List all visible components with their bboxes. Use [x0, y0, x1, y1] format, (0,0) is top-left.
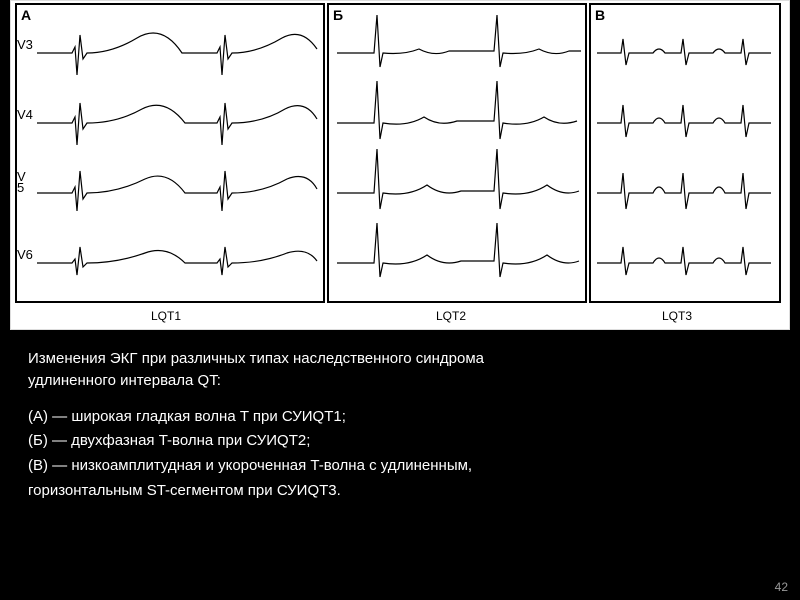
- panel-row: А V3 V4 V5 V6: [11, 1, 789, 305]
- title-line2: удлиненного интервала QT:: [28, 370, 772, 392]
- panel-c-label: В: [595, 7, 605, 23]
- caption-lqt3: LQT3: [581, 309, 773, 323]
- caption-lqt1: LQT1: [11, 309, 321, 323]
- lead-v3: V3: [17, 37, 33, 52]
- caption-lqt2: LQT2: [321, 309, 581, 323]
- panel-c: В: [589, 3, 781, 303]
- panel-a: А V3 V4 V5 V6: [15, 3, 325, 303]
- lead-v5: V5: [17, 171, 26, 193]
- item-c-l1: (В) — низкоамплитудная и укороченная T-в…: [28, 455, 772, 477]
- lead-v4: V4: [17, 107, 33, 122]
- item-c-l2: горизонтальным ST-сегментом при СУИQT3.: [28, 480, 772, 502]
- ecg-svg-b: [329, 5, 585, 301]
- ecg-svg-a: [17, 5, 323, 301]
- panel-b-label: Б: [333, 7, 343, 23]
- item-b: (Б) — двухфазная T-волна при СУИQT2;: [28, 430, 772, 452]
- panel-captions: LQT1 LQT2 LQT3: [11, 305, 789, 329]
- page-number: 42: [775, 580, 788, 594]
- caption-title: Изменения ЭКГ при различных типах наслед…: [28, 348, 772, 392]
- title-line1: Изменения ЭКГ при различных типах наслед…: [28, 348, 772, 370]
- lead-labels-a: V3 V4 V5 V6: [13, 5, 43, 301]
- caption-text: Изменения ЭКГ при различных типах наслед…: [0, 330, 800, 513]
- item-a: (А) — широкая гладкая волна T при СУИQT1…: [28, 406, 772, 428]
- ecg-svg-c: [591, 5, 779, 301]
- lead-v6: V6: [17, 247, 33, 262]
- slide: А V3 V4 V5 V6: [0, 0, 800, 600]
- panel-b: Б: [327, 3, 587, 303]
- ecg-figure: А V3 V4 V5 V6: [10, 0, 790, 330]
